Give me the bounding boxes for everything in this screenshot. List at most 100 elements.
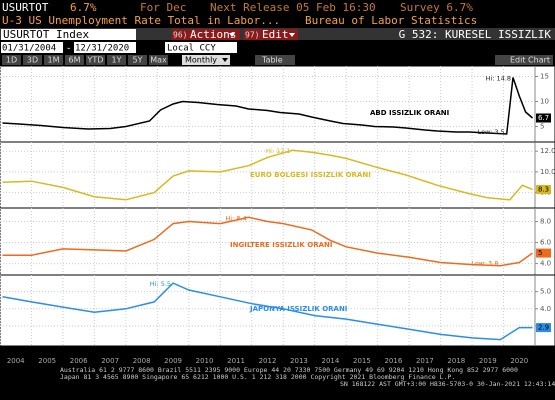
page-title: G 532: KURESEL ISSIZLIK	[399, 28, 552, 41]
x-tick-label: 2016	[384, 357, 402, 365]
x-tick-label: 2010	[196, 357, 214, 365]
annotation: Low: 3.5	[478, 128, 505, 136]
last-value-box	[536, 184, 551, 194]
end-box[interactable]	[74, 42, 136, 53]
range-button[interactable]	[65, 55, 84, 65]
last-value-label: 2.9	[538, 324, 549, 332]
range-button[interactable]	[128, 55, 147, 65]
edit-num: 97)	[245, 31, 259, 40]
annotation: Hi: 14.8	[486, 75, 511, 83]
series-line	[2, 77, 533, 135]
x-tick-label: 2015	[353, 357, 371, 365]
range-label: 1Y	[112, 56, 122, 65]
y-tick-label: 12.0	[540, 147, 555, 155]
range-button[interactable]	[86, 55, 105, 65]
series-label: JAPONYA ISSIZLIK ORANI	[249, 305, 347, 313]
x-tick-label: 2020	[510, 357, 528, 365]
series-line	[2, 282, 533, 341]
range-button[interactable]	[44, 55, 63, 65]
x-tick-label: 2013	[290, 357, 308, 365]
range-button[interactable]	[23, 55, 42, 65]
start-box[interactable]	[1, 42, 63, 53]
footer-line: Japan 81 3 4565 8900 Singapore 65 6212 1…	[60, 373, 455, 381]
annotation: Low: 3.8	[471, 260, 498, 268]
x-tick-label: 2012	[259, 357, 277, 365]
series-line	[2, 149, 533, 201]
range-label: 5Y	[133, 56, 143, 65]
security-box[interactable]	[1, 29, 136, 40]
panel	[0, 65, 555, 143]
range-label: 6M	[69, 56, 81, 65]
start-date: 01/31/2004	[2, 44, 56, 54]
actions-num: 96)	[173, 31, 187, 40]
y-tick-label: 6.0	[540, 239, 551, 247]
last-value-box	[536, 323, 551, 333]
series-line	[2, 216, 533, 267]
range-button[interactable]	[149, 55, 168, 65]
frequency-box[interactable]	[182, 55, 230, 65]
last-value-label: 5	[538, 249, 542, 257]
y-tick-label: 10.0	[540, 168, 555, 176]
range-button[interactable]	[107, 55, 126, 65]
x-tick-label: 2008	[133, 357, 151, 365]
y-tick-label: 10	[540, 98, 549, 106]
currency-box[interactable]	[165, 42, 237, 53]
edit-button[interactable]	[244, 29, 298, 40]
table-button[interactable]	[255, 55, 295, 65]
y-tick-label: 8.0	[540, 218, 551, 226]
last-value: 6.7%	[70, 1, 97, 14]
range-buttons: 1D 3D 1M 6M YTD 1Y 5Y Max	[2, 55, 168, 65]
series-label: INGILTERE ISSIZLIK ORANI	[230, 241, 332, 249]
last-value-label: 6.7	[538, 114, 549, 122]
frequency: Monthly	[185, 56, 217, 65]
x-tick-label: 2014	[322, 357, 340, 365]
footer-line: Australia 61 2 9777 8600 Brazil 5511 239…	[60, 366, 518, 374]
description: U-3 US Unemployment Rate Total in Labor.…	[2, 14, 280, 27]
edit-chart: Edit Chart	[510, 56, 550, 65]
range-label: 1D	[6, 56, 17, 65]
dropdown-arrow	[222, 58, 228, 62]
series-label: EURO BOLGESI ISSIZLIK ORANI	[250, 171, 371, 179]
x-tick-label: 2007	[101, 357, 119, 365]
range-label: Max	[150, 56, 167, 65]
dash: -	[66, 44, 71, 54]
footer-line: SN 168122 AST GMT+3:00 H836-5703-0 30-Ja…	[340, 380, 555, 388]
y-tick-label: 4.0	[540, 305, 551, 313]
table: Table	[261, 56, 283, 65]
x-tick-label: 2004	[7, 357, 25, 365]
survey: Survey 6.7%	[400, 1, 473, 14]
dropdown-arrow	[289, 33, 295, 37]
annotation: Hi: 12.1	[265, 147, 290, 155]
range-label: 1M	[48, 56, 60, 65]
x-tick-label: 2017	[416, 357, 434, 365]
y-tick-label: 5.0	[540, 288, 551, 296]
x-tick-label: 2006	[70, 357, 88, 365]
period: For Dec	[140, 1, 186, 14]
last-value-box	[536, 248, 551, 258]
last-value-label: 8.3	[538, 185, 549, 193]
edit-chart-button[interactable]	[495, 55, 553, 65]
x-tick-label: 2011	[227, 357, 245, 365]
security: USURTOT Index	[3, 28, 89, 41]
panel	[0, 274, 555, 347]
annotation: Hi: 8.4	[225, 214, 246, 222]
y-tick-label: 5	[540, 123, 544, 131]
end-date: 12/31/2020	[75, 44, 129, 54]
series-label: ABD ISSIZLIK ORANI	[370, 109, 449, 117]
y-tick-label: 4.0	[540, 260, 551, 268]
y-tick-label: 15	[540, 73, 549, 81]
range-button[interactable]	[2, 55, 21, 65]
x-tick-label: 2019	[479, 357, 497, 365]
actions-button[interactable]	[172, 29, 240, 40]
currency: Local CCY	[167, 44, 216, 54]
x-tick-label: 2009	[164, 357, 182, 365]
next-release: Next Release 05 Feb 16:30	[210, 1, 376, 14]
annotation: Hi: 5.5	[150, 280, 171, 288]
x-tick-label: 2005	[38, 357, 56, 365]
ticker: USURTOT	[2, 1, 49, 14]
actions: Actions	[190, 28, 236, 41]
source: Bureau of Labor Statistics	[305, 14, 477, 27]
edit: Edit	[262, 28, 289, 41]
range-label: 3D	[27, 56, 38, 65]
dropdown-arrow	[229, 33, 235, 37]
